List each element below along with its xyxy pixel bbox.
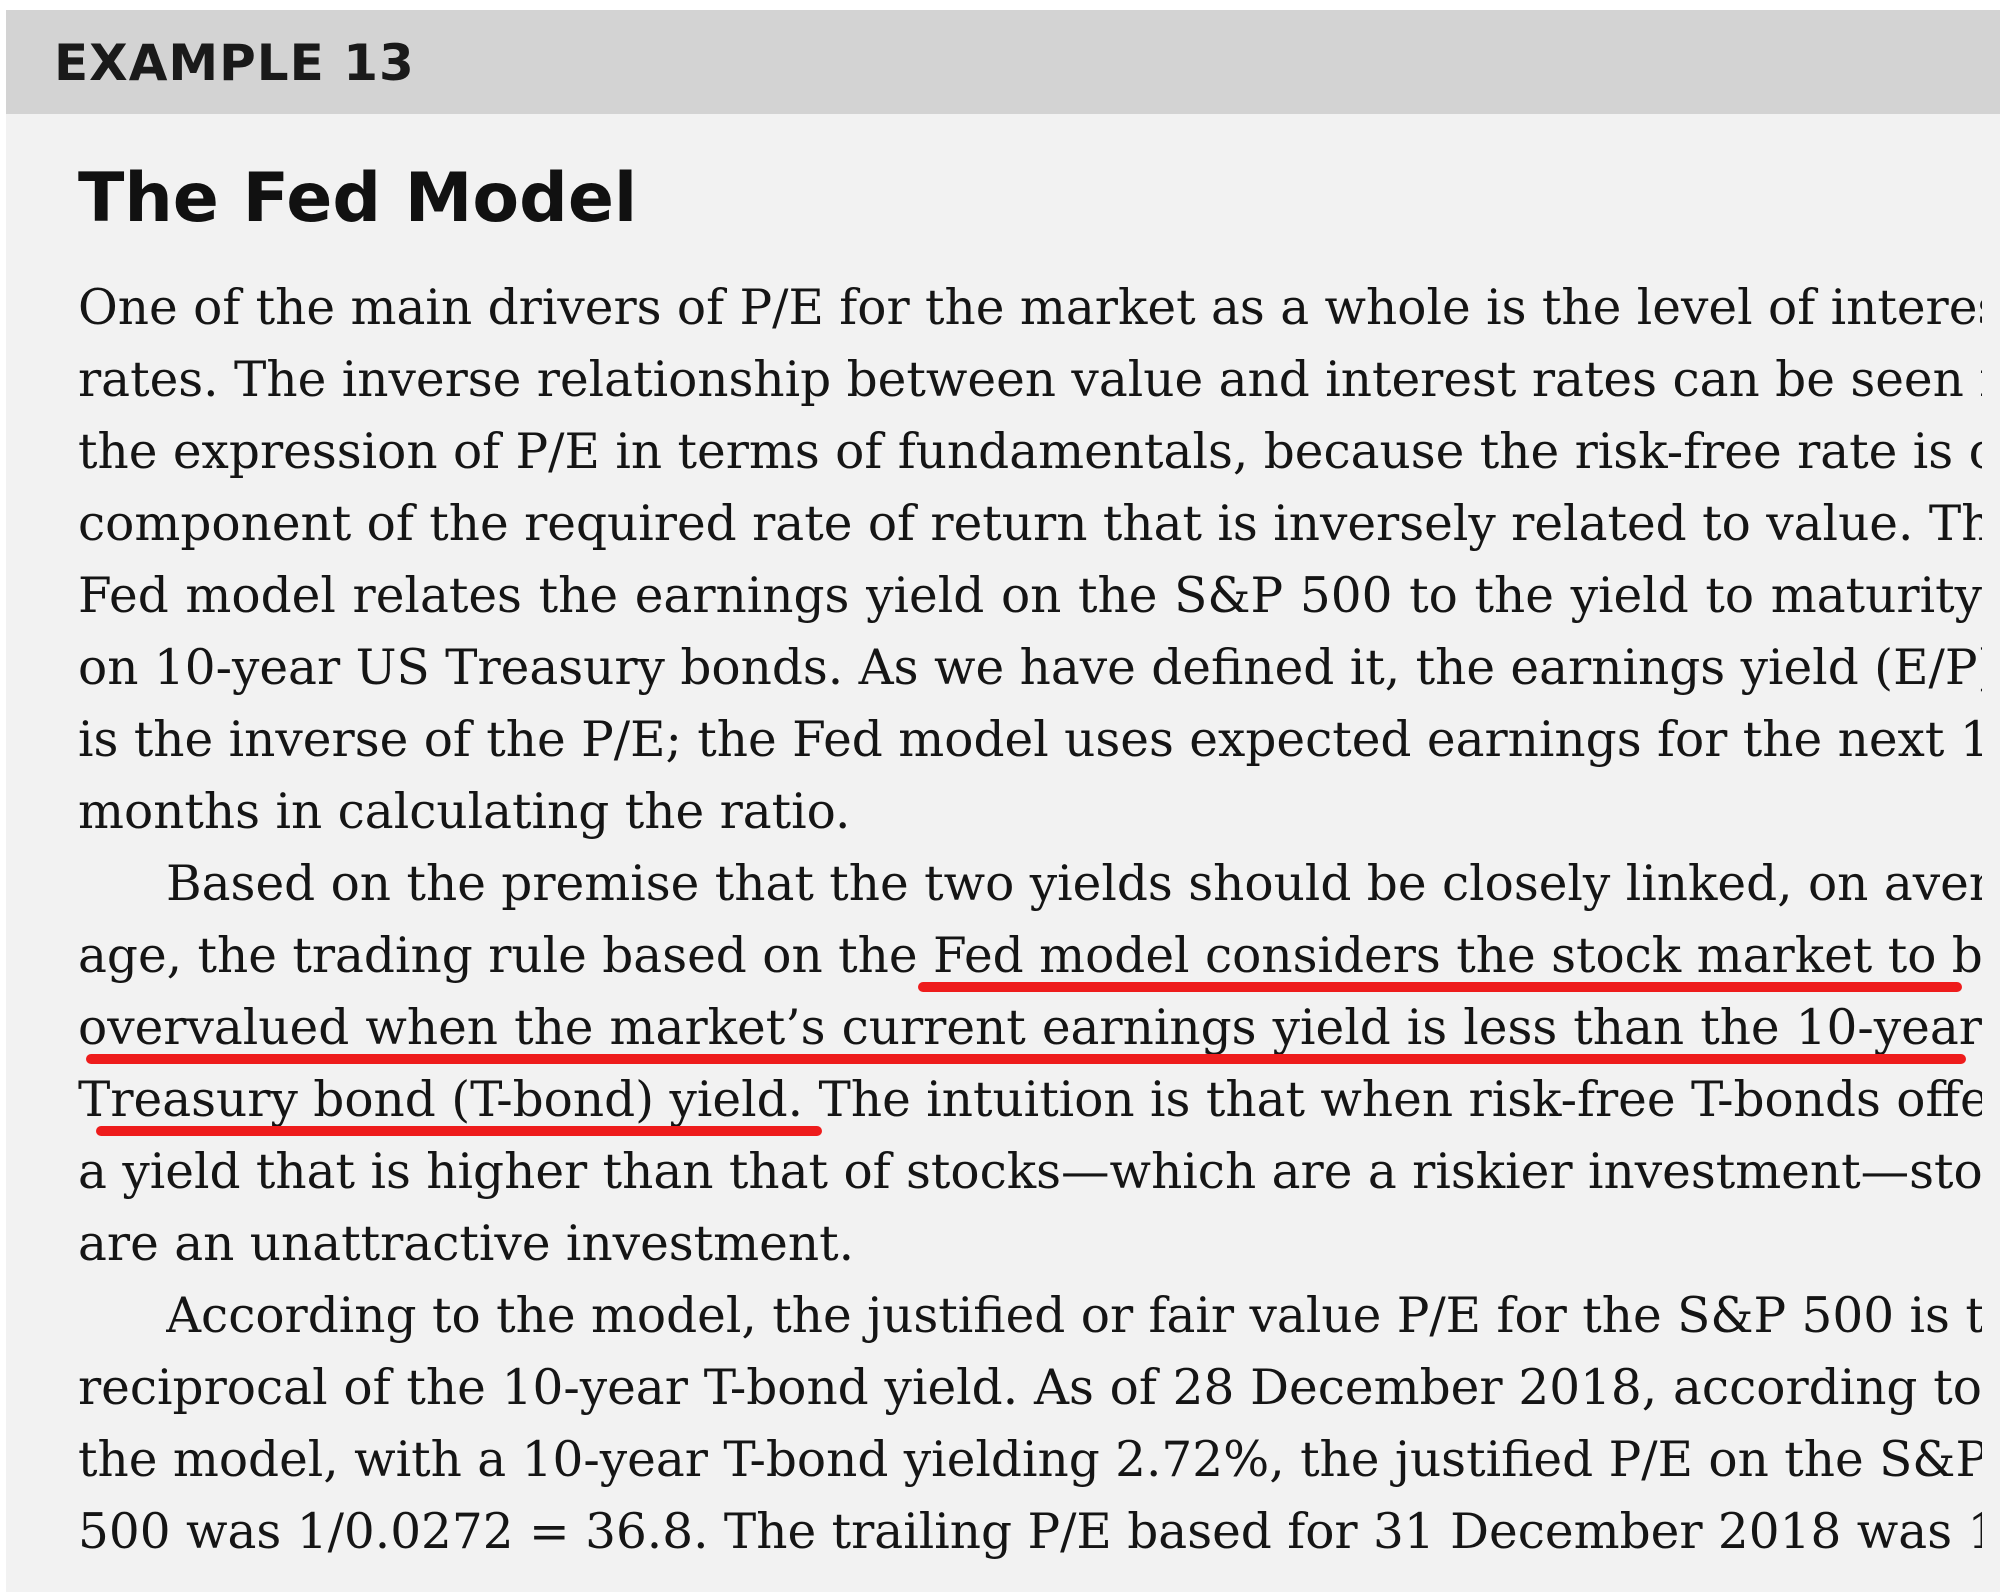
red-underline-stroke bbox=[918, 982, 1962, 992]
red-underline-stroke bbox=[86, 1054, 1966, 1064]
section-title: The Fed Model bbox=[78, 159, 638, 238]
body-line: the expression of P/E in terms of fundam… bbox=[78, 424, 1982, 480]
body-line: are an unattractive investment. bbox=[78, 1216, 854, 1272]
body-line: months in calculating the ratio. bbox=[78, 784, 851, 840]
example-box: EXAMPLE 13 The Fed Model One of the main… bbox=[6, 10, 2000, 1592]
example-header: EXAMPLE 13 bbox=[6, 10, 2000, 114]
body-line: According to the model, the justified or… bbox=[166, 1288, 1982, 1344]
red-underline-stroke bbox=[96, 1126, 822, 1136]
body-line: Based on the premise that the two yields… bbox=[166, 856, 1982, 912]
body-line: age, the trading rule based on the Fed m… bbox=[78, 928, 1982, 984]
body-line: component of the required rate of return… bbox=[78, 496, 1982, 552]
body-line: the model, with a 10-year T-bond yieldin… bbox=[78, 1432, 1982, 1488]
body-line: rates. The inverse relationship between … bbox=[78, 352, 1982, 408]
body-line: reciprocal of the 10-year T-bond yield. … bbox=[78, 1360, 1982, 1416]
example-label: EXAMPLE 13 bbox=[54, 34, 415, 92]
body-line: on 10-year US Treasury bonds. As we have… bbox=[78, 640, 1982, 696]
body-line: Treasury bond (T-bond) yield. The intuit… bbox=[78, 1072, 1982, 1128]
body-line: Fed model relates the earnings yield on … bbox=[78, 568, 1982, 624]
body-line: 500 was 1/0.0272 = 36.8. The trailing P/… bbox=[78, 1504, 1982, 1560]
body-line: a yield that is higher than that of stoc… bbox=[78, 1144, 1982, 1200]
body-line: is the inverse of the P/E; the Fed model… bbox=[78, 712, 1982, 768]
body-line: One of the main drivers of P/E for the m… bbox=[78, 280, 1982, 336]
body-line: overvalued when the market’s current ear… bbox=[78, 1000, 1982, 1056]
